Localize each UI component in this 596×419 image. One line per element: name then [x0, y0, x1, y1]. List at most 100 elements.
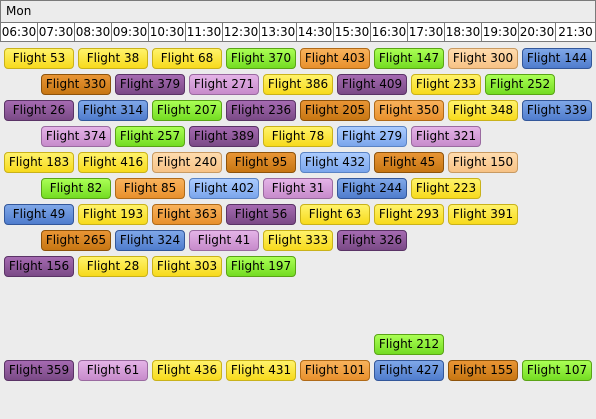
schedule-row: Flight 359 Flight 61 Flight 436 Flight 431 F… [0, 357, 596, 383]
flight-bar[interactable]: Flight 183 [4, 152, 74, 173]
schedule-row: Flight 26 Flight 314 Flight 207 Flight 236 F… [0, 97, 596, 123]
flight-bar[interactable]: Flight 223 [411, 178, 481, 199]
time-header-cell: 11:30 [185, 22, 222, 42]
time-header-cell: 09:30 [111, 22, 148, 42]
flight-bar[interactable]: Flight 391 [448, 204, 518, 225]
flight-bar[interactable]: Flight 205 [300, 100, 370, 121]
flight-bar[interactable]: Flight 427 [374, 360, 444, 381]
flight-bar[interactable]: Flight 61 [78, 360, 148, 381]
flight-bar[interactable]: Flight 31 [263, 178, 333, 199]
flight-bar[interactable]: Flight 333 [263, 230, 333, 251]
flight-bar[interactable]: Flight 212 [374, 334, 444, 355]
flight-bar[interactable]: Flight 41 [189, 230, 259, 251]
time-header-cell: 07:30 [37, 22, 74, 42]
flight-bar[interactable]: Flight 38 [78, 48, 148, 69]
flight-bar[interactable]: Flight 147 [374, 48, 444, 69]
time-header-cell: 06:30 [0, 22, 37, 42]
flight-bar[interactable]: Flight 374 [41, 126, 111, 147]
flight-bar[interactable]: Flight 432 [300, 152, 370, 173]
schedule-row: Flight 212 [0, 331, 596, 357]
time-header-cell: 15:30 [333, 22, 370, 42]
flight-bar[interactable]: Flight 379 [115, 74, 185, 95]
flight-bar[interactable]: Flight 409 [337, 74, 407, 95]
flight-bar[interactable]: Flight 156 [4, 256, 74, 277]
flight-bar[interactable]: Flight 389 [189, 126, 259, 147]
flight-bar[interactable]: Flight 321 [411, 126, 481, 147]
flight-bar[interactable]: Flight 236 [226, 100, 296, 121]
flight-bar[interactable]: Flight 28 [78, 256, 148, 277]
flight-bar[interactable]: Flight 279 [337, 126, 407, 147]
time-header-cell: 08:30 [74, 22, 111, 42]
schedule-row: Flight 49 Flight 193 Flight 363 Flight 56 Fl… [0, 201, 596, 227]
flight-bar[interactable]: Flight 370 [226, 48, 296, 69]
flight-bar[interactable]: Flight 233 [411, 74, 481, 95]
flight-bar[interactable]: Flight 63 [300, 204, 370, 225]
flight-bar[interactable]: Flight 303 [152, 256, 222, 277]
flight-bar[interactable]: Flight 45 [374, 152, 444, 173]
flight-bar[interactable]: Flight 207 [152, 100, 222, 121]
flight-bar[interactable]: Flight 144 [522, 48, 592, 69]
schedule-row: Flight 374 Flight 257 Flight 389 Flight 78 F… [0, 123, 596, 149]
flight-bar[interactable]: Flight 402 [189, 178, 259, 199]
flight-bar[interactable]: Flight 49 [4, 204, 74, 225]
flight-bar[interactable]: Flight 82 [41, 178, 111, 199]
flight-bar[interactable]: Flight 193 [78, 204, 148, 225]
time-scale: 06:30 07:30 08:30 09:30 10:30 11:30 12:30 13:30… [0, 22, 596, 43]
flight-bar[interactable]: Flight 78 [263, 126, 333, 147]
flight-bar[interactable]: Flight 403 [300, 48, 370, 69]
day-label: Mon [6, 4, 32, 18]
flight-bar[interactable]: Flight 350 [374, 100, 444, 121]
time-header-cell: 17:30 [407, 22, 444, 42]
flight-bar[interactable]: Flight 314 [78, 100, 148, 121]
flight-bar[interactable]: Flight 56 [226, 204, 296, 225]
time-header-cell: 21:30 [555, 22, 596, 42]
flight-bar[interactable]: Flight 271 [189, 74, 259, 95]
flight-bar[interactable]: Flight 339 [522, 100, 592, 121]
day-header: Mon [0, 0, 596, 22]
flight-bar[interactable]: Flight 85 [115, 178, 185, 199]
time-header-cell: 18:30 [444, 22, 481, 42]
flight-schedule: Flight 53 Flight 38 Flight 68 Flight 370 Fli… [0, 45, 596, 419]
flight-bar[interactable]: Flight 150 [448, 152, 518, 173]
time-header-cell: 16:30 [370, 22, 407, 42]
flight-bar[interactable]: Flight 257 [115, 126, 185, 147]
flight-bar[interactable]: Flight 386 [263, 74, 333, 95]
flight-bar[interactable]: Flight 431 [226, 360, 296, 381]
flight-bar[interactable]: Flight 244 [337, 178, 407, 199]
flight-bar[interactable]: Flight 252 [485, 74, 555, 95]
flight-bar[interactable]: Flight 197 [226, 256, 296, 277]
flight-bar[interactable]: Flight 330 [41, 74, 111, 95]
schedule-row: Flight 53 Flight 38 Flight 68 Flight 370 Fli… [0, 45, 596, 71]
flight-bar[interactable]: Flight 26 [4, 100, 74, 121]
flight-bar[interactable]: Flight 240 [152, 152, 222, 173]
flight-bar[interactable]: Flight 265 [41, 230, 111, 251]
schedule-row: Flight 156 Flight 28 Flight 303 Flight 197 [0, 253, 596, 279]
flight-bar[interactable]: Flight 155 [448, 360, 518, 381]
flight-bar[interactable]: Flight 326 [337, 230, 407, 251]
schedule-row [0, 305, 596, 331]
flight-bar[interactable]: Flight 436 [152, 360, 222, 381]
schedule-row: Flight 82 Flight 85 Flight 402 Flight 31 Fli… [0, 175, 596, 201]
time-header-cell: 19:30 [481, 22, 518, 42]
schedule-row: Flight 183 Flight 416 Flight 240 Flight 95 F… [0, 149, 596, 175]
flight-bar[interactable]: Flight 359 [4, 360, 74, 381]
flight-bar[interactable]: Flight 300 [448, 48, 518, 69]
schedule-row: Flight 265 Flight 324 Flight 41 Flight 333 F… [0, 227, 596, 253]
schedule-row: Flight 330 Flight 379 Flight 271 Flight 386… [0, 71, 596, 97]
time-header-cell: 14:30 [296, 22, 333, 42]
flight-bar[interactable]: Flight 416 [78, 152, 148, 173]
flight-bar[interactable]: Flight 363 [152, 204, 222, 225]
flight-bar[interactable]: Flight 68 [152, 48, 222, 69]
flight-bar[interactable]: Flight 95 [226, 152, 296, 173]
flight-bar[interactable]: Flight 101 [300, 360, 370, 381]
time-header-cell: 13:30 [259, 22, 296, 42]
time-header-cell: 20:30 [518, 22, 555, 42]
flight-bar[interactable]: Flight 53 [4, 48, 74, 69]
schedule-row [0, 279, 596, 305]
time-header-cell: 12:30 [222, 22, 259, 42]
flight-bar[interactable]: Flight 293 [374, 204, 444, 225]
flight-bar[interactable]: Flight 348 [448, 100, 518, 121]
flight-bar[interactable]: Flight 324 [115, 230, 185, 251]
flight-bar[interactable]: Flight 107 [522, 360, 592, 381]
time-header-cell: 10:30 [148, 22, 185, 42]
